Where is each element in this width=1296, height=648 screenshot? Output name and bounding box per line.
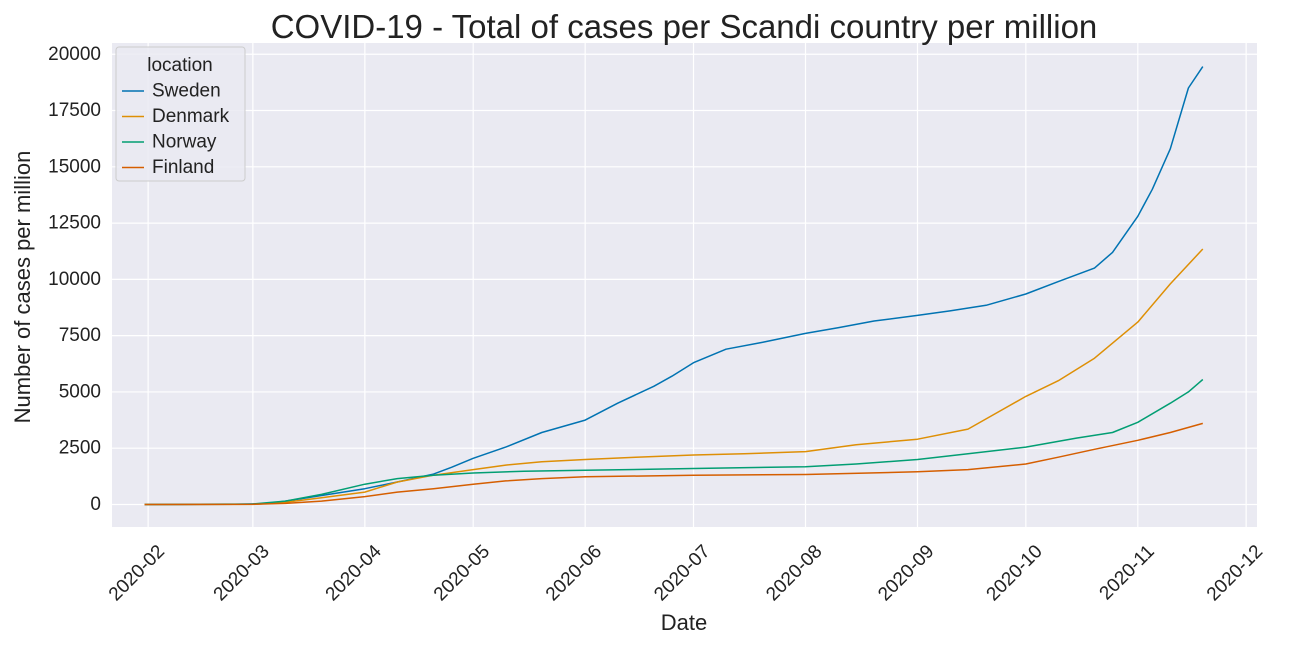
series-layer xyxy=(144,66,1204,506)
y-tick-label: 15000 xyxy=(48,156,101,177)
series-line-sweden xyxy=(144,66,1204,506)
x-tick-label: 2020-08 xyxy=(762,541,826,605)
y-tick-label: 2500 xyxy=(59,438,101,459)
y-tick-label: 0 xyxy=(90,494,101,515)
legend-items: Sweden Denmark Norway Finland xyxy=(122,81,230,178)
series-line-norway xyxy=(144,378,1204,506)
series-line-denmark xyxy=(144,248,1204,506)
x-tick-label: 2020-10 xyxy=(983,541,1047,605)
legend: location Sweden Denmark Norway Finland xyxy=(115,46,246,182)
x-tick-label: 2020-11 xyxy=(1096,541,1159,604)
y-tick-label: 12500 xyxy=(48,213,101,234)
x-tick-label: 2020-04 xyxy=(322,541,386,605)
legend-box xyxy=(115,46,246,182)
x-tick-label: 2020-07 xyxy=(650,541,714,605)
x-axis-label: Date xyxy=(661,610,707,635)
x-tick-label: 2020-06 xyxy=(542,541,606,605)
y-tick-label: 17500 xyxy=(48,100,101,121)
plot-background xyxy=(112,43,1257,527)
x-tick-label: 2020-12 xyxy=(1203,541,1267,605)
series-line-finland xyxy=(144,422,1204,506)
x-axis-ticks: 2020-02 2020-03 2020-04 2020-05 2020-06 2020-… xyxy=(105,541,1267,605)
grid xyxy=(112,43,1257,527)
y-tick-label: 10000 xyxy=(48,269,101,290)
y-tick-label: 5000 xyxy=(59,381,101,402)
x-tick-label: 2020-05 xyxy=(430,541,494,605)
x-tick-label: 2020-02 xyxy=(105,541,169,605)
y-tick-label: 20000 xyxy=(48,44,101,65)
legend-label-finland: Finland xyxy=(152,157,214,178)
x-tick-label: 2020-03 xyxy=(210,541,274,605)
chart-title: COVID-19 - Total of cases per Scandi cou… xyxy=(271,8,1098,45)
y-axis-ticks: 0 2500 5000 7500 10000 12500 15000 17500 20000 xyxy=(48,44,101,515)
y-tick-label: 7500 xyxy=(59,325,101,346)
legend-label-sweden: Sweden xyxy=(152,81,221,102)
legend-label-norway: Norway xyxy=(152,132,217,153)
x-tick-label: 2020-09 xyxy=(874,541,938,605)
y-axis-label: Number of cases per million xyxy=(10,151,35,424)
legend-title: location xyxy=(147,55,213,76)
legend-label-denmark: Denmark xyxy=(152,106,230,127)
